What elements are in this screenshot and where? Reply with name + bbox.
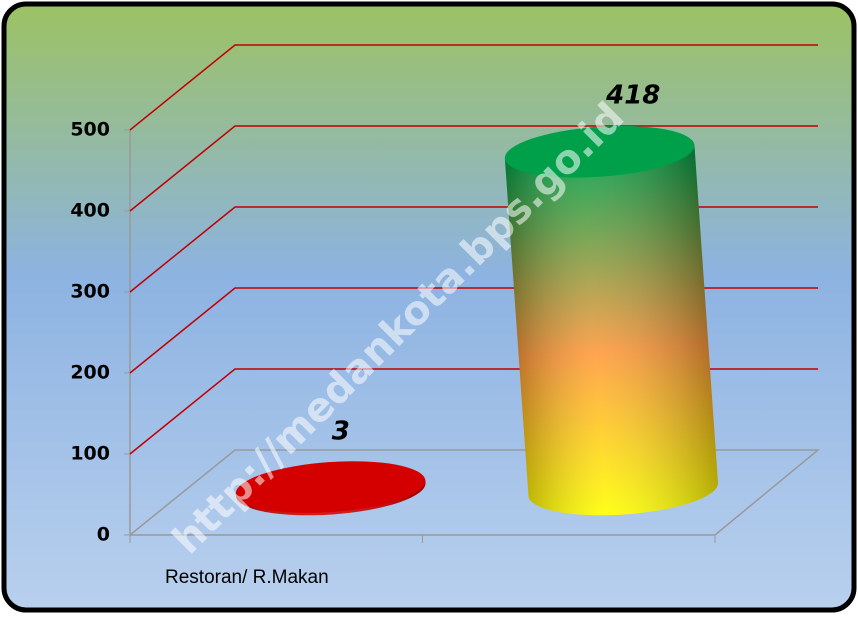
bar [504,125,719,516]
value-label: 3 [332,417,350,447]
y-tick-label: 300 [70,281,110,303]
grid-line [129,44,818,131]
y-tick-label: 200 [70,362,110,384]
y-tick-label: 400 [70,200,110,222]
y-tick-label: 500 [70,119,110,141]
bar [235,461,426,516]
x-tick-label: Restoran/ R.Makan [165,567,329,588]
y-tick-label: 100 [70,443,110,465]
bar-shade [504,145,719,516]
y-tick-label: 0 [97,524,110,546]
bar-top [235,461,426,513]
value-label: 418 [605,80,660,110]
bar-top [504,125,695,178]
floor [129,449,821,536]
